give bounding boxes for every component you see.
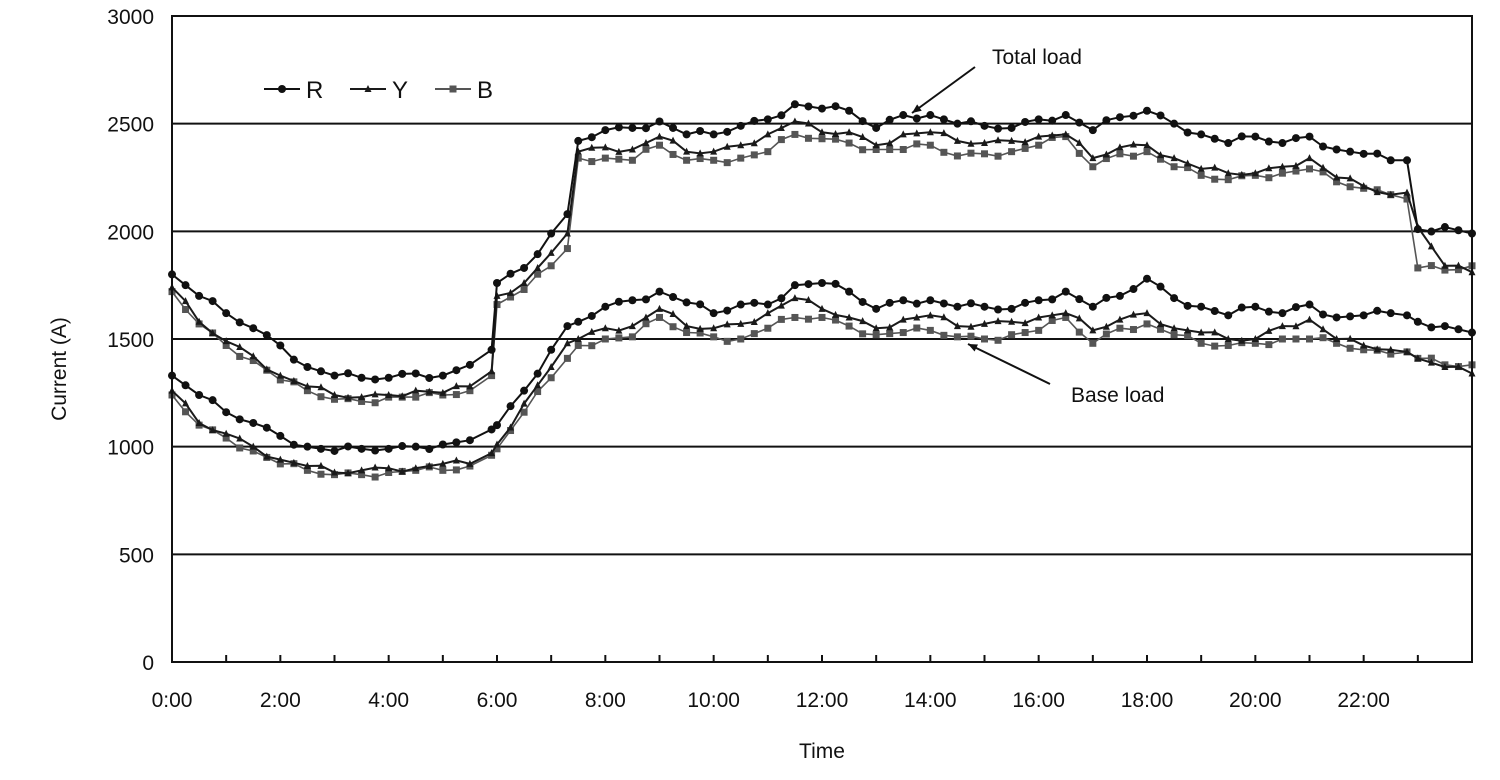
annotation-total-load: Total load (911, 46, 1082, 114)
annotations: Total load Base load (911, 46, 1164, 407)
x-tick-label: 10:00 (687, 689, 740, 712)
x-tick-label: 18:00 (1121, 689, 1174, 712)
y-tick-label: 0 (142, 652, 154, 675)
annotation-label: Total load (992, 46, 1082, 69)
y-axis-ticks: 0 500 1000 1500 2000 2500 3000 (107, 6, 154, 675)
x-tick-label: 12:00 (796, 689, 849, 712)
y-tick-label: 2000 (107, 221, 154, 244)
legend-label: Y (392, 77, 408, 104)
series-r-base-load (168, 274, 1476, 455)
annotation-base-load: Base load (967, 343, 1164, 407)
x-tick-label: 6:00 (477, 689, 518, 712)
annotation-arrow-icon (911, 66, 976, 114)
y-tick-label: 1000 (107, 437, 154, 460)
series-y-base-load (168, 294, 1476, 477)
legend-item-y: Y (350, 77, 408, 104)
x-tick-label: 4:00 (368, 689, 409, 712)
y-tick-label: 500 (119, 544, 154, 567)
y-tick-label: 3000 (107, 6, 154, 29)
y-tick-label: 1500 (107, 329, 154, 352)
gridlines (172, 122, 1472, 556)
plot-frame (171, 15, 1473, 663)
annotation-label: Base load (1071, 384, 1164, 407)
series-r-total-load (168, 100, 1476, 384)
x-axis-title: Time (799, 740, 845, 763)
x-tick-label: 16:00 (1012, 689, 1065, 712)
x-tick-label: 8:00 (585, 689, 626, 712)
x-tick-label: 14:00 (904, 689, 957, 712)
annotation-arrow-icon (967, 343, 1051, 385)
x-tick-label: 0:00 (152, 689, 193, 712)
data-series (168, 100, 1476, 481)
legend-label: B (477, 77, 493, 104)
x-axis-ticks: 0:00 2:00 4:00 6:00 8:00 10:00 12:00 14:00 16:00… (152, 655, 1419, 712)
y-axis-title: Current (A) (48, 317, 71, 421)
legend-item-r: R (264, 77, 323, 104)
x-tick-label: 20:00 (1229, 689, 1282, 712)
series-y-total-load (168, 117, 1476, 401)
series-b-total-load (168, 130, 1476, 407)
legend-label: R (306, 77, 323, 104)
x-tick-label: 2:00 (260, 689, 301, 712)
x-tick-label: 22:00 (1337, 689, 1390, 712)
y-tick-label: 2500 (107, 114, 154, 137)
legend-item-b: B (435, 77, 493, 104)
